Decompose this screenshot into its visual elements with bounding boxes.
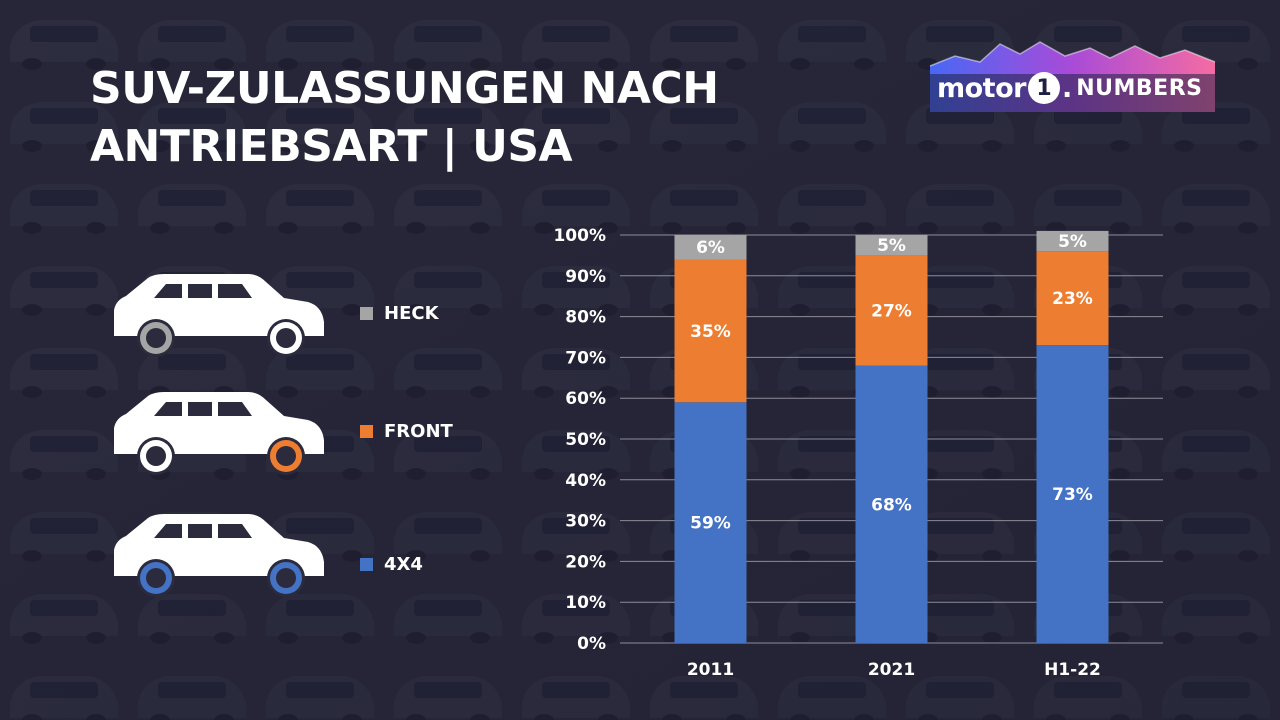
bar-segment-heck <box>855 235 928 256</box>
y-tick-label: 70% <box>565 348 606 368</box>
legend-swatch-4x4 <box>360 558 373 571</box>
suv-all-wheel-drive-icon <box>114 514 324 597</box>
bar-segment-front <box>855 255 928 366</box>
y-tick-label: 100% <box>553 226 606 246</box>
legend-item-4x4: 4X4 <box>360 554 423 575</box>
suv-rear-wheel-drive-icon <box>114 274 324 357</box>
category-label: H1-22 <box>1044 660 1101 680</box>
y-tick-label: 60% <box>565 389 606 409</box>
y-tick-label: 50% <box>565 430 606 450</box>
logo-number-badge: 1 <box>1027 72 1060 104</box>
logo-brand: motor <box>937 72 1026 104</box>
legend-label-4x4: 4X4 <box>384 554 423 575</box>
legend-swatch-front <box>360 425 373 438</box>
category-label: 2021 <box>868 660 915 680</box>
data-label-front: 35% <box>690 322 731 342</box>
y-axis-tick-labels: 0% 10% 20% 30% 40% 50% 60% 70% 80% 90% 100% <box>553 226 606 654</box>
data-label-front: 23% <box>1052 289 1093 309</box>
legend-label-front: FRONT <box>384 421 453 442</box>
data-labels: 59% 35% 6% 68% 27% 5% 73% 23% 5% <box>690 232 1093 534</box>
logo-dot: . <box>1061 72 1073 104</box>
title-line-2: ANTRIEBSART | USA <box>90 121 573 172</box>
bar-segment-heck <box>1036 230 1109 252</box>
data-label-4x4: 73% <box>1052 485 1093 505</box>
y-tick-label: 10% <box>565 593 606 613</box>
y-tick-label: 90% <box>565 267 606 287</box>
data-label-front: 27% <box>871 301 912 321</box>
y-tick-label: 40% <box>565 471 606 491</box>
motor1-numbers-logo <box>929 41 1216 112</box>
logo-wordmark: motor 1 . NUMBERS <box>937 70 1203 106</box>
bar-segment-front <box>1036 251 1109 346</box>
data-label-heck: 5% <box>1058 232 1087 252</box>
suv-front-wheel-drive-icon <box>114 392 324 475</box>
bar-segment-4x4 <box>674 402 747 643</box>
data-label-4x4: 68% <box>871 495 912 515</box>
bar-segment-4x4 <box>1036 345 1109 643</box>
data-label-4x4: 59% <box>690 514 731 534</box>
logo-suffix: NUMBERS <box>1076 75 1203 101</box>
y-tick-label: 80% <box>565 308 606 328</box>
bar-segment-front <box>674 259 747 403</box>
category-label: 2011 <box>687 660 734 680</box>
x-axis-category-labels: 2011 2021 H1-22 <box>687 660 1101 680</box>
bars <box>674 230 1109 643</box>
data-label-heck: 5% <box>877 236 906 256</box>
y-tick-label: 20% <box>565 552 606 572</box>
title-line-1: SUV-ZULASSUNGEN NACH <box>90 63 719 114</box>
legend-item-front: FRONT <box>360 421 453 442</box>
page-title: SUV-ZULASSUNGEN NACH ANTRIEBSART | USA <box>90 60 850 176</box>
legend-item-heck: HECK <box>360 303 439 324</box>
legend-label-heck: HECK <box>384 303 439 324</box>
y-tick-label: 30% <box>565 512 606 532</box>
y-tick-label: 0% <box>577 634 606 654</box>
legend-swatch-heck <box>360 307 373 320</box>
data-label-heck: 6% <box>696 238 725 258</box>
bar-segment-heck <box>674 235 747 260</box>
bar-segment-4x4 <box>855 365 928 643</box>
